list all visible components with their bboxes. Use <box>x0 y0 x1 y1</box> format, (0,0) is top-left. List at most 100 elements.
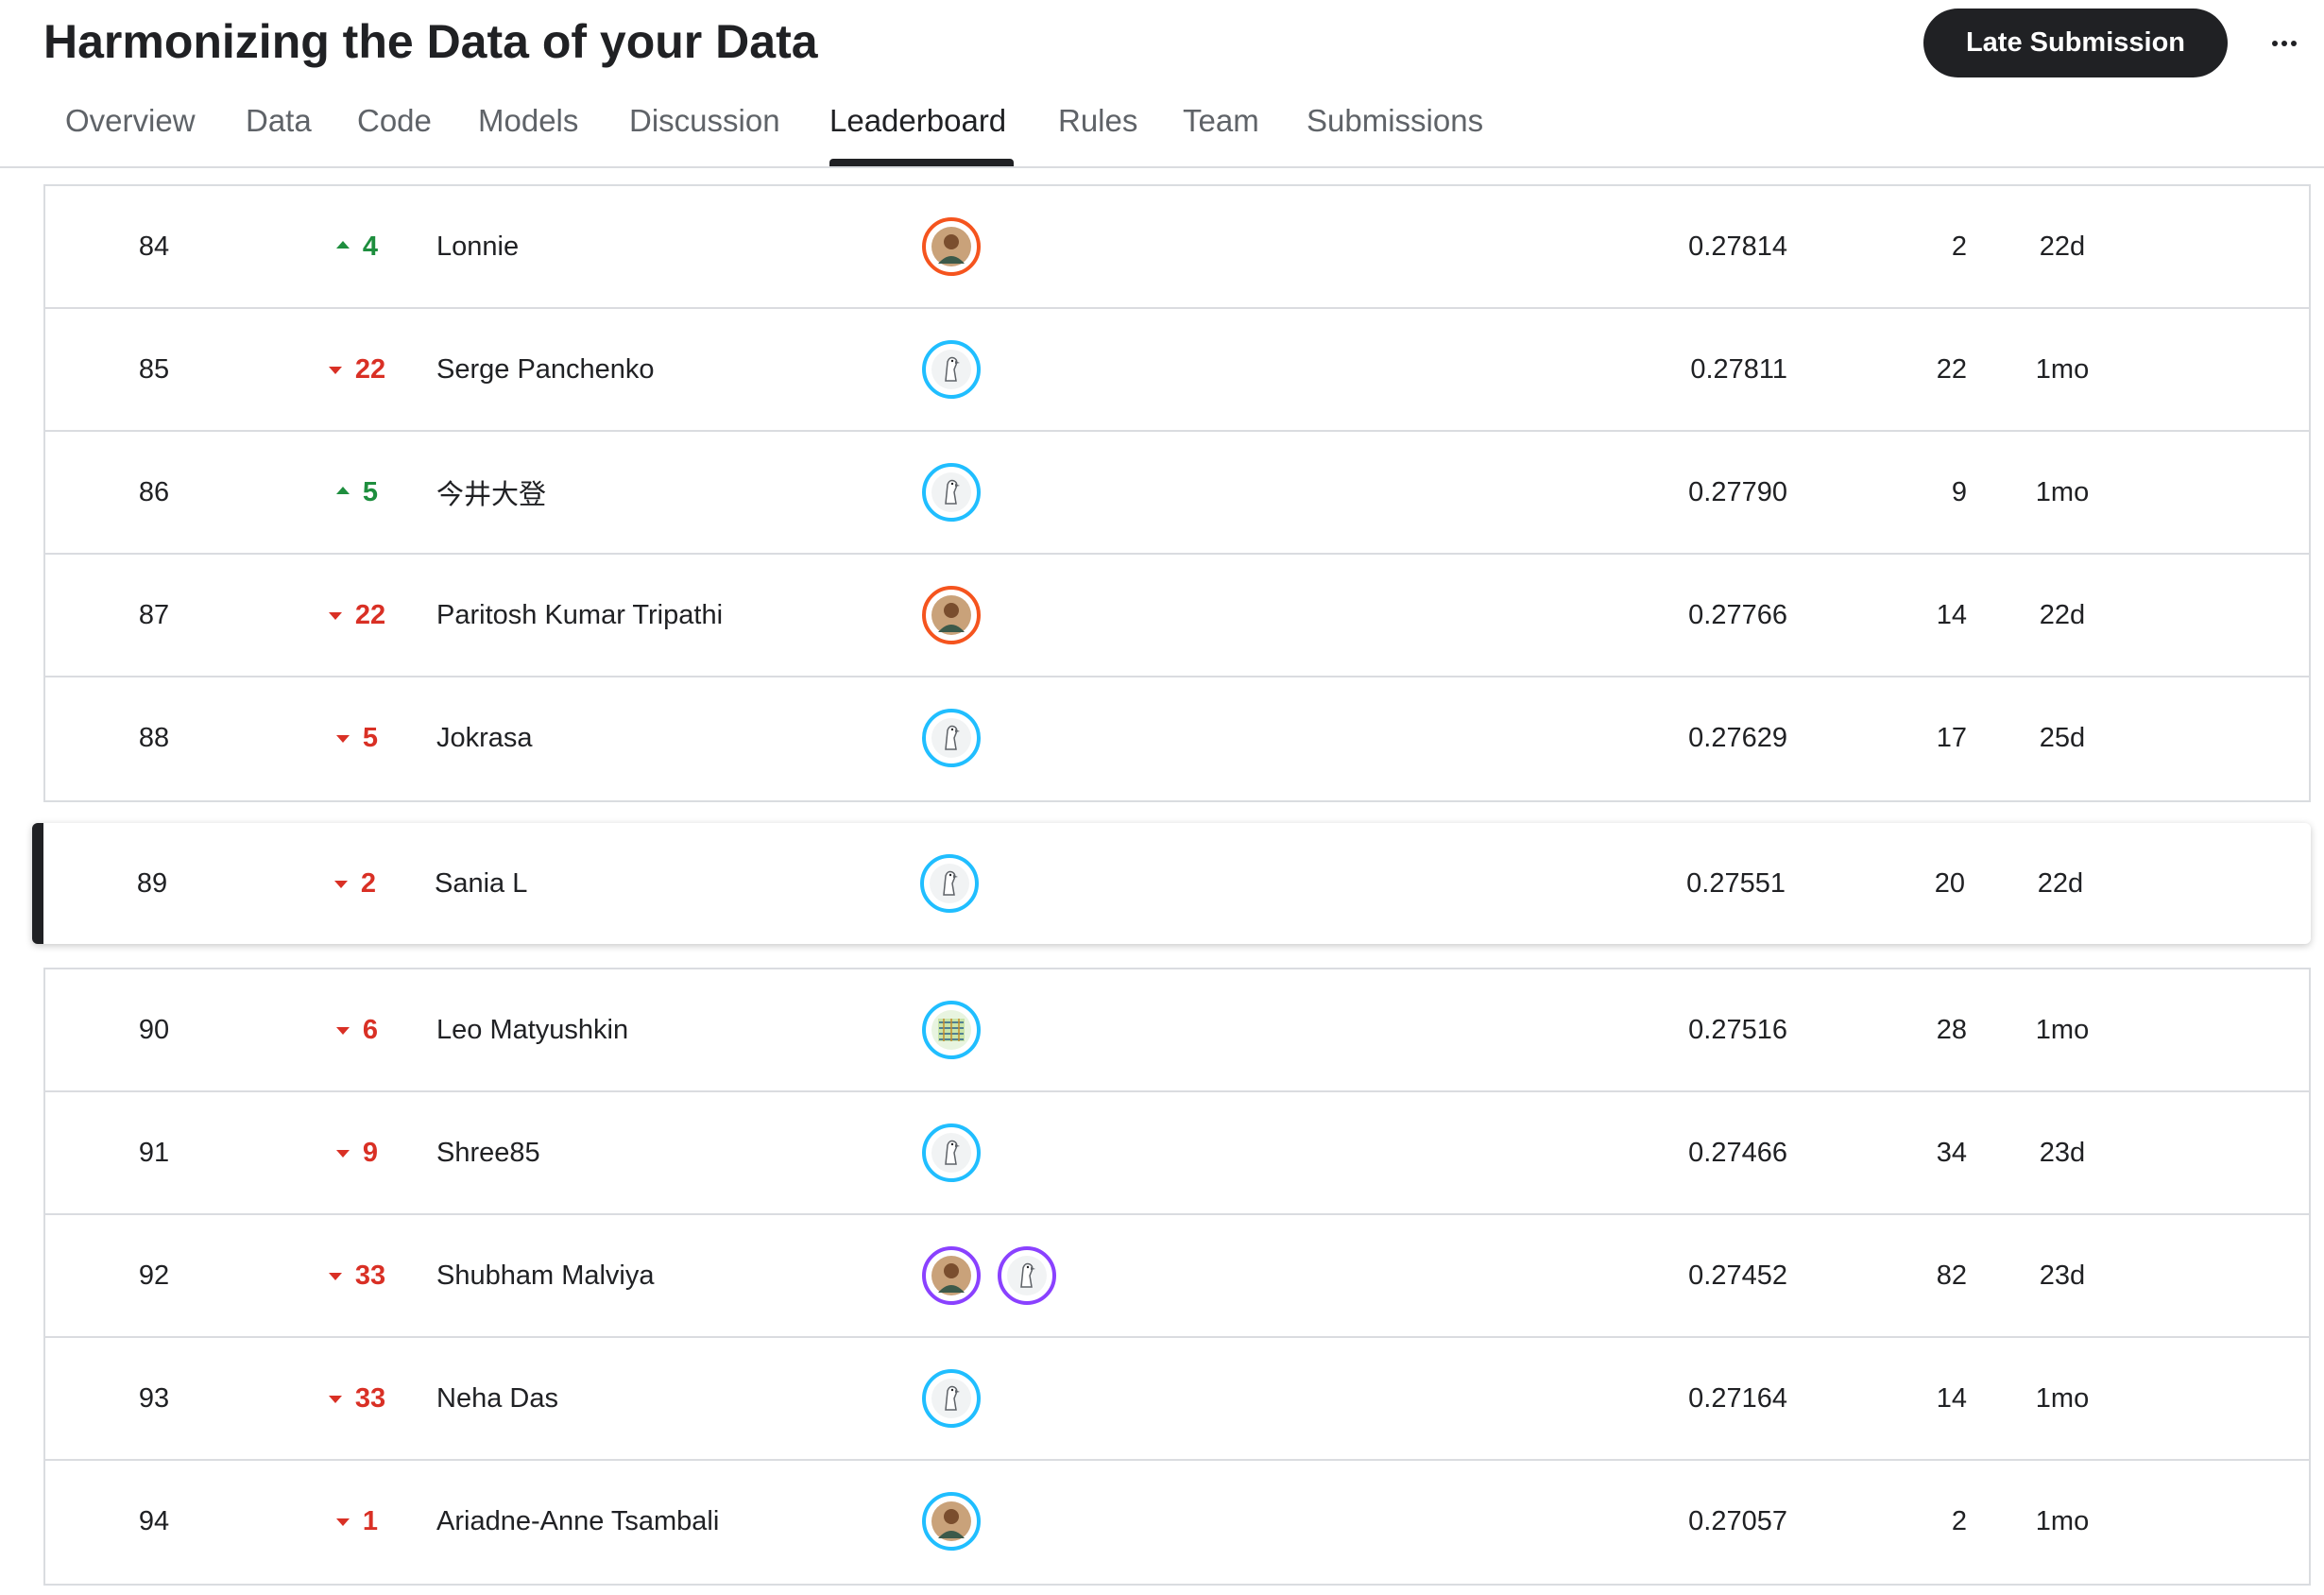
default-goose-icon[interactable] <box>998 1246 1056 1305</box>
table-row[interactable]: 92 33 Shubham Malviya 0.27452 82 23d <box>45 1215 2309 1338</box>
tab-models[interactable]: Models <box>478 103 579 138</box>
user-photo-icon[interactable] <box>922 217 981 276</box>
team-name-cell[interactable]: Shree85 <box>436 1137 540 1168</box>
late-submission-button[interactable]: Late Submission <box>1923 9 2228 77</box>
leaderboard-table: 84 4 Lonnie 0.27814 2 22d 85 22 Serge Pa… <box>0 168 2324 1595</box>
entries-cell: 14 <box>1936 599 1967 630</box>
last-submission-cell: 23d <box>2039 1260 2086 1291</box>
user-photo-icon[interactable] <box>922 1492 981 1551</box>
default-goose-icon[interactable] <box>922 1123 981 1182</box>
rank-change-cell: 5 <box>263 432 452 553</box>
table-row[interactable]: 84 4 Lonnie 0.27814 2 22d <box>45 186 2309 309</box>
active-tab-indicator <box>829 159 1014 166</box>
rank-change-value: 22 <box>354 599 386 630</box>
team-name-cell[interactable]: Paritosh Kumar Tripathi <box>436 599 724 630</box>
rank-change-value: 9 <box>362 1137 379 1168</box>
team-members-cell <box>922 677 1300 798</box>
last-submission-cell: 1mo <box>2035 1382 2090 1414</box>
team-name-cell[interactable]: Ariadne-Anne Tsambali <box>436 1505 720 1536</box>
table-row[interactable]: 94 1 Ariadne-Anne Tsambali 0.27057 2 1mo <box>45 1461 2309 1584</box>
rank-change-cell: 6 <box>263 969 452 1090</box>
rank-change-value: 4 <box>362 231 379 262</box>
rank-change-value: 33 <box>354 1382 386 1414</box>
entries-cell: 28 <box>1936 1014 1967 1045</box>
rank-down-arrow-icon <box>328 1396 342 1403</box>
tab-discussion[interactable]: Discussion <box>629 103 780 138</box>
default-goose-icon[interactable] <box>922 463 981 522</box>
table-row[interactable]: 88 5 Jokrasa 0.27629 17 25d <box>45 677 2309 800</box>
pattern-avatar-icon[interactable] <box>922 1001 981 1059</box>
rank-change-cell: 9 <box>263 1092 452 1213</box>
team-name-cell[interactable]: Leo Matyushkin <box>436 1014 629 1045</box>
rank-change-cell: 1 <box>263 1461 452 1582</box>
team-members-cell <box>922 432 1300 553</box>
score-cell: 0.27057 <box>1688 1505 1787 1536</box>
entries-cell: 14 <box>1936 1382 1967 1414</box>
default-goose-icon[interactable] <box>922 340 981 399</box>
last-submission-cell: 1mo <box>2035 1014 2090 1045</box>
tab-leaderboard[interactable]: Leaderboard <box>829 103 1007 138</box>
table-row[interactable]: 93 33 Neha Das 0.27164 14 1mo <box>45 1338 2309 1461</box>
team-name-cell[interactable]: Lonnie <box>436 231 520 262</box>
user-photo-icon[interactable] <box>922 586 981 644</box>
rank-up-arrow-icon <box>335 487 350 494</box>
rank-change-value: 33 <box>354 1260 386 1291</box>
default-goose-icon[interactable] <box>922 1369 981 1428</box>
rank-change-value: 5 <box>362 722 379 753</box>
leaderboard-group-bottom: 90 6 Leo Matyushkin 0.27516 28 1mo 91 9 … <box>43 968 2311 1586</box>
leaderboard-current-team-row[interactable]: 89 2 Sania L 0.27551 20 22d <box>32 823 2311 944</box>
rank-change-value: 6 <box>362 1014 379 1045</box>
score-cell: 0.27164 <box>1688 1382 1787 1414</box>
default-goose-icon[interactable] <box>922 709 981 767</box>
team-members-cell <box>922 1215 1300 1336</box>
team-members-cell <box>922 969 1300 1090</box>
team-name-cell[interactable]: Jokrasa <box>436 722 533 753</box>
rank-cell: 86 <box>138 476 170 507</box>
entries-cell: 20 <box>1934 867 1965 899</box>
tab-rules[interactable]: Rules <box>1058 103 1138 138</box>
table-row[interactable]: 87 22 Paritosh Kumar Tripathi 0.27766 14… <box>45 555 2309 677</box>
score-cell: 0.27811 <box>1690 353 1787 385</box>
tab-data[interactable]: Data <box>246 103 312 138</box>
last-submission-cell: 25d <box>2039 722 2086 753</box>
rank-cell: 91 <box>138 1137 170 1168</box>
tab-submissions[interactable]: Submissions <box>1307 103 1484 138</box>
team-name-cell[interactable]: Shubham Malviya <box>436 1260 655 1291</box>
last-submission-cell: 22d <box>2039 599 2086 630</box>
competition-header: Harmonizing the Data of your Data Late S… <box>0 0 2324 168</box>
team-members-cell <box>920 823 1298 944</box>
rank-cell: 85 <box>138 353 170 385</box>
rank-cell: 94 <box>138 1505 170 1536</box>
user-photo-icon[interactable] <box>922 1246 981 1305</box>
table-row[interactable]: 90 6 Leo Matyushkin 0.27516 28 1mo <box>45 969 2309 1092</box>
default-goose-icon[interactable] <box>920 854 979 913</box>
rank-change-value: 2 <box>360 867 377 899</box>
rank-change-cell: 22 <box>263 555 452 676</box>
rank-cell: 89 <box>136 867 168 899</box>
team-members-cell <box>922 1092 1300 1213</box>
team-name-cell[interactable]: Serge Panchenko <box>436 353 655 385</box>
tab-team[interactable]: Team <box>1183 103 1259 138</box>
score-cell: 0.27814 <box>1688 231 1787 262</box>
team-members-cell <box>922 555 1300 676</box>
team-name-cell[interactable]: Sania L <box>435 867 528 899</box>
rank-down-arrow-icon <box>335 735 350 743</box>
tab-code[interactable]: Code <box>357 103 432 138</box>
table-row[interactable]: 86 5 今井大登 0.27790 9 1mo <box>45 432 2309 555</box>
rank-down-arrow-icon <box>328 367 342 374</box>
table-row[interactable]: 91 9 Shree85 0.27466 34 23d <box>45 1092 2309 1215</box>
team-name-cell[interactable]: Neha Das <box>436 1382 558 1414</box>
rank-down-arrow-icon <box>335 1518 350 1526</box>
rank-down-arrow-icon <box>328 612 342 620</box>
table-row[interactable]: 85 22 Serge Panchenko 0.27811 22 1mo <box>45 309 2309 432</box>
last-submission-cell: 22d <box>2039 231 2086 262</box>
rank-down-arrow-icon <box>328 1273 342 1280</box>
rank-cell: 90 <box>138 1014 170 1045</box>
tab-overview[interactable]: Overview <box>65 103 196 138</box>
rank-change-cell: 5 <box>263 677 452 798</box>
more-options-icon[interactable] <box>2254 13 2315 74</box>
score-cell: 0.27766 <box>1688 599 1787 630</box>
team-name-cell[interactable]: 今井大登 <box>436 480 547 510</box>
table-row[interactable]: 89 2 Sania L 0.27551 20 22d <box>43 823 2311 944</box>
rank-change-cell: 33 <box>263 1338 452 1459</box>
